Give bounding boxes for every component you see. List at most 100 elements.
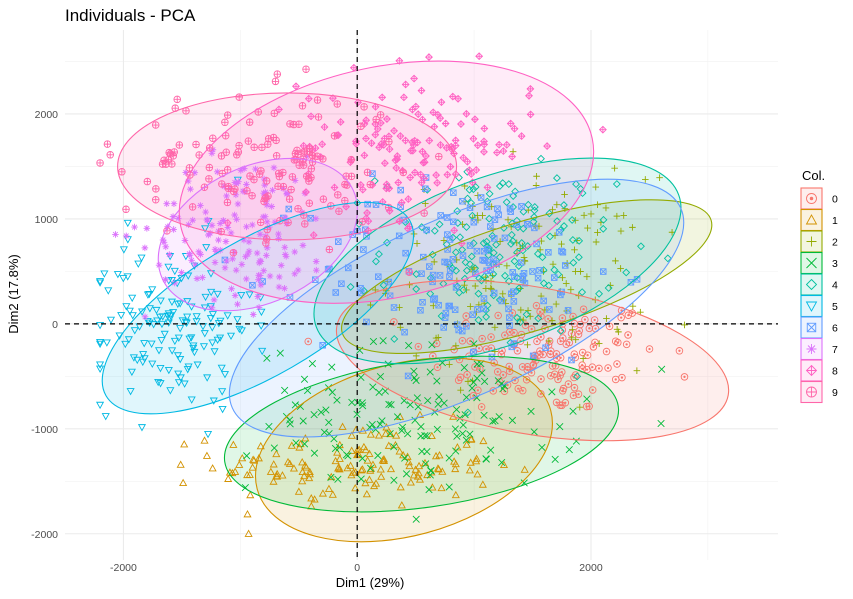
data-point bbox=[359, 442, 368, 451]
data-point bbox=[126, 388, 135, 396]
data-point bbox=[351, 483, 360, 492]
data-point bbox=[559, 201, 568, 209]
data-point bbox=[459, 197, 466, 205]
data-point bbox=[347, 155, 355, 164]
data-point bbox=[480, 147, 488, 156]
data-point bbox=[436, 114, 445, 123]
data-point bbox=[459, 421, 467, 429]
y-tick-label: 1000 bbox=[35, 214, 59, 226]
data-point bbox=[264, 135, 273, 143]
data-point bbox=[499, 460, 509, 469]
data-point bbox=[181, 318, 190, 327]
data-point bbox=[232, 191, 240, 199]
legend-title: Col. bbox=[802, 168, 825, 183]
data-point bbox=[122, 303, 131, 311]
legend-item-6: 6 bbox=[800, 316, 838, 339]
data-point bbox=[462, 266, 471, 275]
data-point bbox=[545, 209, 554, 218]
data-point bbox=[525, 91, 533, 100]
data-point bbox=[285, 205, 293, 213]
confidence-ellipse-fill-1 bbox=[255, 357, 553, 542]
data-point bbox=[397, 198, 406, 207]
data-point bbox=[320, 428, 329, 436]
data-point bbox=[414, 468, 423, 477]
data-point bbox=[569, 326, 576, 333]
data-point bbox=[96, 401, 105, 410]
data-point bbox=[390, 304, 398, 311]
data-point bbox=[237, 166, 245, 174]
data-point bbox=[460, 364, 468, 372]
data-point bbox=[307, 214, 314, 222]
data-point bbox=[228, 468, 237, 477]
data-point bbox=[343, 463, 352, 472]
data-point bbox=[437, 98, 446, 107]
data-point bbox=[462, 440, 471, 448]
data-point bbox=[469, 134, 478, 143]
data-point bbox=[548, 317, 556, 324]
data-point bbox=[401, 136, 410, 145]
data-point bbox=[468, 384, 476, 392]
data-point bbox=[160, 330, 169, 339]
data-point bbox=[334, 464, 343, 472]
data-point bbox=[223, 111, 232, 119]
data-point bbox=[176, 460, 185, 468]
data-point bbox=[170, 226, 177, 233]
legend-label: 5 bbox=[832, 301, 838, 313]
data-point bbox=[307, 164, 316, 173]
data-point bbox=[338, 280, 345, 287]
data-point bbox=[358, 465, 367, 473]
data-point bbox=[302, 463, 311, 471]
data-point bbox=[233, 316, 242, 324]
data-point bbox=[390, 335, 399, 343]
data-point bbox=[250, 143, 258, 152]
data-point bbox=[422, 152, 430, 160]
x-tick-label: -2000 bbox=[110, 562, 137, 574]
data-point bbox=[123, 273, 132, 281]
tick-labels: -2000 0 2000 -2000 -1000 0 1000 2000 bbox=[31, 109, 603, 574]
data-point bbox=[279, 182, 288, 191]
data-point bbox=[216, 317, 225, 326]
data-point bbox=[244, 137, 253, 145]
data-point bbox=[248, 191, 256, 200]
data-point bbox=[581, 315, 589, 324]
data-point bbox=[378, 417, 386, 425]
data-point bbox=[503, 262, 511, 270]
data-point bbox=[262, 193, 270, 202]
data-point bbox=[519, 207, 528, 216]
data-point bbox=[366, 464, 375, 472]
data-point bbox=[418, 270, 425, 277]
data-point bbox=[459, 153, 468, 162]
data-point bbox=[533, 337, 541, 346]
data-point bbox=[433, 464, 443, 472]
data-point bbox=[333, 100, 342, 108]
data-point bbox=[260, 189, 267, 197]
data-point bbox=[173, 352, 183, 360]
data-point bbox=[130, 327, 139, 335]
data-point bbox=[245, 247, 253, 255]
data-point bbox=[289, 464, 299, 472]
data-point bbox=[490, 289, 498, 297]
data-point bbox=[471, 264, 480, 273]
data-point bbox=[620, 212, 628, 219]
data-point bbox=[248, 463, 257, 471]
series-3-points bbox=[241, 337, 666, 523]
legend-item-2: 2 bbox=[800, 230, 838, 253]
data-point bbox=[539, 279, 548, 288]
data-point bbox=[517, 306, 525, 314]
data-point bbox=[243, 223, 250, 231]
data-point bbox=[578, 288, 587, 297]
data-point bbox=[568, 356, 575, 364]
data-point bbox=[510, 298, 518, 305]
data-point bbox=[393, 413, 402, 421]
data-point bbox=[440, 324, 447, 331]
data-point bbox=[281, 386, 289, 394]
data-point bbox=[657, 419, 665, 428]
data-point bbox=[245, 291, 254, 299]
data-point bbox=[428, 483, 437, 491]
data-point bbox=[231, 179, 239, 186]
data-point bbox=[254, 454, 263, 462]
data-point bbox=[478, 334, 486, 343]
data-point bbox=[166, 387, 175, 395]
data-point bbox=[96, 365, 105, 373]
data-point bbox=[483, 245, 491, 253]
